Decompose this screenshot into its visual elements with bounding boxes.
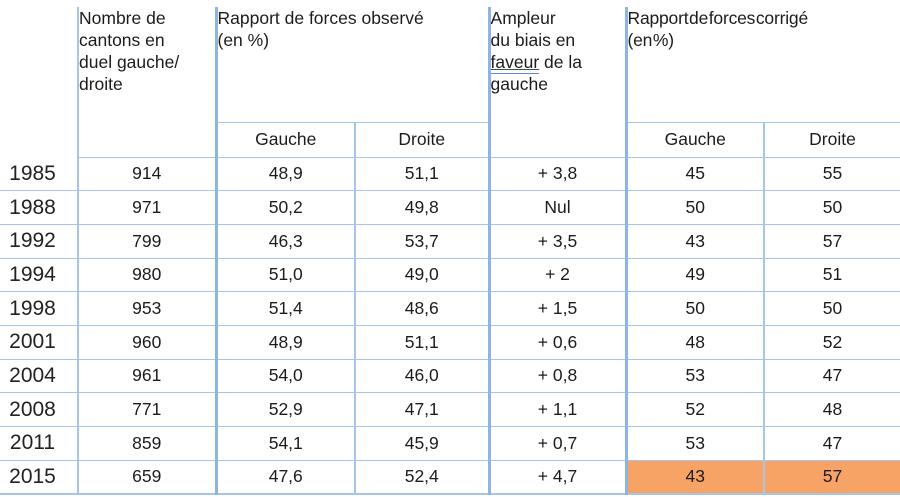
header-row-subcolumns: Gauche Droite Gauche Droite bbox=[0, 121, 900, 157]
cantons-cell: 799 bbox=[78, 223, 218, 259]
cor-gauche-cell: 50 bbox=[626, 190, 766, 225]
table-row-2004: 2004 961 54,0 46,0 + 0,8 53 47 bbox=[0, 358, 900, 393]
header-bias-underlined-word: faveur bbox=[490, 52, 540, 75]
table-row-1985: 1985 914 48,9 51,1 + 3,8 45 55 bbox=[0, 156, 900, 191]
biais-cell: + 1,5 bbox=[489, 291, 628, 326]
cor-gauche-cell: 53 bbox=[626, 358, 766, 393]
biais-cell: + 3,5 bbox=[489, 223, 628, 259]
cor-gauche-cell: 49 bbox=[626, 257, 766, 292]
header-row-groups: Nombre de cantons en duel gauche/ droite… bbox=[0, 7, 900, 157]
biais-cell: + 0,6 bbox=[489, 324, 628, 360]
year-cell: 2004 bbox=[0, 358, 79, 393]
cor-droite-cell: 50 bbox=[764, 190, 900, 225]
obs-gauche-cell: 48,9 bbox=[216, 324, 356, 360]
biais-cell: Nul bbox=[489, 190, 628, 225]
obs-droite-cell: 49,8 bbox=[355, 190, 491, 225]
cantons-cell: 971 bbox=[78, 190, 218, 225]
subheader-observed-gauche: Gauche bbox=[216, 121, 356, 157]
cantons-cell: 859 bbox=[78, 426, 218, 461]
cor-droite-cell: 47 bbox=[764, 426, 900, 461]
obs-gauche-cell: 54,1 bbox=[216, 426, 356, 461]
cantons-cell: 914 bbox=[78, 156, 218, 191]
year-cell: 1998 bbox=[0, 291, 79, 326]
obs-droite-cell: 47,1 bbox=[355, 392, 491, 427]
table-row-1992: 1992 799 46,3 53,7 + 3,5 43 57 bbox=[0, 223, 900, 259]
obs-droite-cell: 46,0 bbox=[355, 358, 491, 393]
subheader-corrected-gauche: Gauche bbox=[626, 121, 766, 157]
year-cell: 2015 bbox=[0, 459, 79, 495]
header-bias-prefix: Ampleur du biais en bbox=[490, 8, 576, 51]
table-row-2001: 2001 960 48,9 51,1 + 0,6 48 52 bbox=[0, 324, 900, 360]
cantons-cell: 659 bbox=[78, 459, 218, 495]
cor-droite-cell: 55 bbox=[764, 156, 900, 191]
year-cell: 2001 bbox=[0, 324, 79, 360]
cor-droite-cell-highlighted: 57 bbox=[764, 459, 900, 495]
cor-gauche-cell: 53 bbox=[626, 426, 766, 461]
cor-gauche-cell: 52 bbox=[626, 392, 766, 427]
table-row-1994: 1994 980 51,0 49,0 + 2 49 51 bbox=[0, 257, 900, 292]
cor-gauche-cell: 45 bbox=[626, 156, 766, 191]
obs-gauche-cell: 48,9 bbox=[216, 156, 356, 191]
obs-droite-cell: 45,9 bbox=[355, 426, 491, 461]
header-bias: Ampleur du biais en faveur de la gauche bbox=[489, 7, 628, 157]
header-corrected: Rapport de forces corrigé (en %) bbox=[627, 8, 809, 51]
table-row-1998: 1998 953 51,4 48,6 + 1,5 50 50 bbox=[0, 291, 900, 326]
biais-cell: + 3,8 bbox=[489, 156, 628, 191]
cor-gauche-cell: 48 bbox=[626, 324, 766, 360]
biais-cell: + 0,7 bbox=[489, 426, 628, 461]
obs-droite-cell: 51,1 bbox=[355, 156, 491, 191]
electoral-bias-table: Nombre de cantons en duel gauche/ droite… bbox=[0, 7, 900, 495]
biais-cell: + 0,8 bbox=[489, 358, 628, 393]
subheader-observed-droite: Droite bbox=[355, 121, 491, 157]
table-row-2008: 2008 771 52,9 47,1 + 1,1 52 48 bbox=[0, 392, 900, 427]
header-bias-suffix: de la gauche bbox=[490, 52, 582, 95]
obs-gauche-cell: 51,4 bbox=[216, 291, 356, 326]
obs-droite-cell: 51,1 bbox=[355, 324, 491, 360]
cantons-cell: 953 bbox=[78, 291, 218, 326]
obs-gauche-cell: 52,9 bbox=[216, 392, 356, 427]
obs-droite-cell: 52,4 bbox=[355, 459, 491, 495]
cor-droite-cell: 48 bbox=[764, 392, 900, 427]
cor-droite-cell: 52 bbox=[764, 324, 900, 360]
year-cell: 1994 bbox=[0, 257, 79, 292]
cor-droite-cell: 57 bbox=[764, 223, 900, 259]
header-observed: Rapport de forces observé (en %) bbox=[216, 7, 491, 122]
cor-gauche-cell-highlighted: 43 bbox=[626, 459, 766, 495]
corner-empty-cell bbox=[0, 7, 79, 157]
obs-gauche-cell: 51,0 bbox=[216, 257, 356, 292]
cor-droite-cell: 51 bbox=[764, 257, 900, 292]
year-cell: 1992 bbox=[0, 223, 79, 259]
obs-gauche-cell: 46,3 bbox=[216, 223, 356, 259]
biais-cell: + 1,1 bbox=[489, 392, 628, 427]
obs-droite-cell: 48,6 bbox=[355, 291, 491, 326]
cor-gauche-cell: 50 bbox=[626, 291, 766, 326]
cantons-cell: 960 bbox=[78, 324, 218, 360]
table-row-2011: 2011 859 54,1 45,9 + 0,7 53 47 bbox=[0, 426, 900, 461]
table-row-1988: 1988 971 50,2 49,8 Nul 50 50 bbox=[0, 190, 900, 225]
obs-gauche-cell: 54,0 bbox=[216, 358, 356, 393]
cor-gauche-cell: 43 bbox=[626, 223, 766, 259]
cor-droite-cell: 50 bbox=[764, 291, 900, 326]
year-cell: 1985 bbox=[0, 157, 79, 191]
obs-droite-cell: 53,7 bbox=[355, 223, 491, 259]
biais-cell: + 4,7 bbox=[489, 459, 628, 495]
year-cell: 1988 bbox=[0, 190, 79, 225]
obs-gauche-cell: 50,2 bbox=[216, 190, 356, 225]
cantons-cell: 980 bbox=[78, 257, 218, 292]
year-cell: 2008 bbox=[0, 392, 79, 427]
obs-gauche-cell: 47,6 bbox=[216, 459, 356, 495]
obs-droite-cell: 49,0 bbox=[355, 257, 491, 292]
cor-droite-cell: 47 bbox=[764, 358, 900, 393]
cantons-cell: 771 bbox=[78, 392, 218, 427]
biais-cell: + 2 bbox=[489, 257, 628, 292]
table-row-2015: 2015 659 47,6 52,4 + 4,7 43 57 bbox=[0, 459, 900, 495]
year-cell: 2011 bbox=[0, 426, 79, 461]
subheader-corrected-droite: Droite bbox=[764, 121, 900, 157]
header-cantons: Nombre de cantons en duel gauche/ droite bbox=[78, 7, 218, 157]
cantons-cell: 961 bbox=[78, 358, 218, 393]
